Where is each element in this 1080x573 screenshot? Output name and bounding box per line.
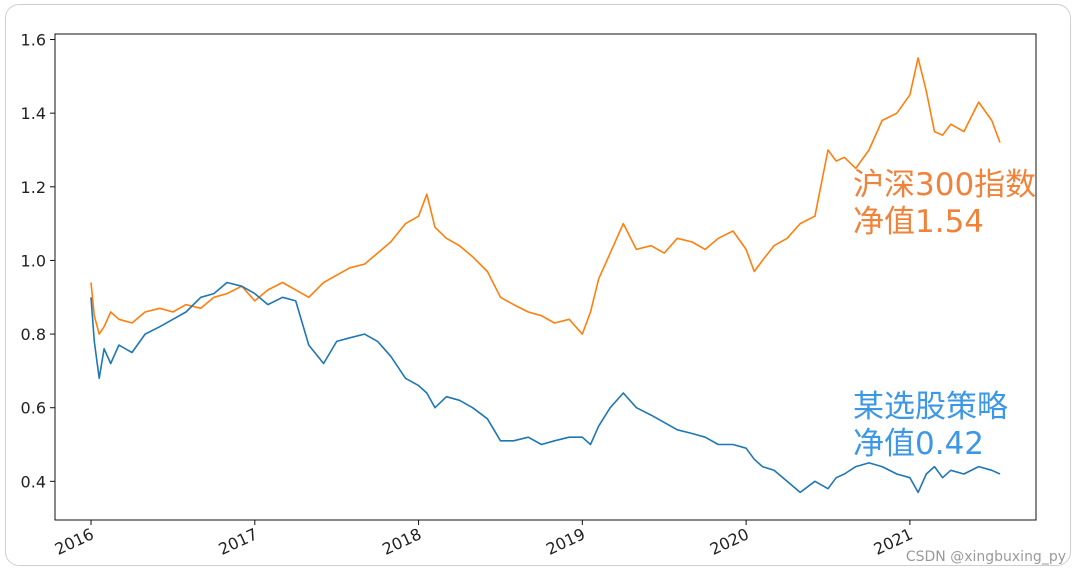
x-tick-label: 2016 xyxy=(52,524,97,558)
annotation-strategy-line-1: 某选股策略 xyxy=(853,389,1008,425)
y-tick-label: 1.6 xyxy=(21,31,46,50)
x-tick-label: 2020 xyxy=(707,524,752,558)
y-axis: 0.4 0.6 0.8 1.0 1.2 1.4 1.6 xyxy=(21,31,55,491)
plot-area xyxy=(54,33,1037,521)
y-tick-label: 1.4 xyxy=(21,104,46,123)
y-tick-label: 1.0 xyxy=(21,251,46,270)
annotation-csi300: 沪深300指数 净值1.54 xyxy=(853,167,1036,241)
x-tick-label: 2019 xyxy=(543,524,588,558)
annotation-csi300-line-2: 净值1.54 xyxy=(853,204,985,240)
series-layer xyxy=(90,57,1001,494)
series-line-1 xyxy=(90,281,1001,494)
annotation-strategy: 某选股策略 净值0.42 xyxy=(853,389,1008,463)
x-tick-label: 2018 xyxy=(379,524,424,558)
x-tick-label: 2017 xyxy=(216,524,261,558)
watermark: CSDN @xingbuxing_py xyxy=(905,549,1066,565)
annotation-csi300-line-1: 沪深300指数 xyxy=(853,167,1037,203)
y-tick-label: 0.8 xyxy=(21,325,46,344)
y-tick-label: 1.2 xyxy=(21,178,46,197)
y-tick-label: 0.6 xyxy=(21,399,46,418)
y-tick-label: 0.4 xyxy=(21,472,46,491)
x-axis: 2016 2017 2018 2019 2020 2021 xyxy=(52,520,916,559)
annotation-strategy-line-2: 净值0.42 xyxy=(853,426,985,462)
series-line-0 xyxy=(90,57,1001,335)
